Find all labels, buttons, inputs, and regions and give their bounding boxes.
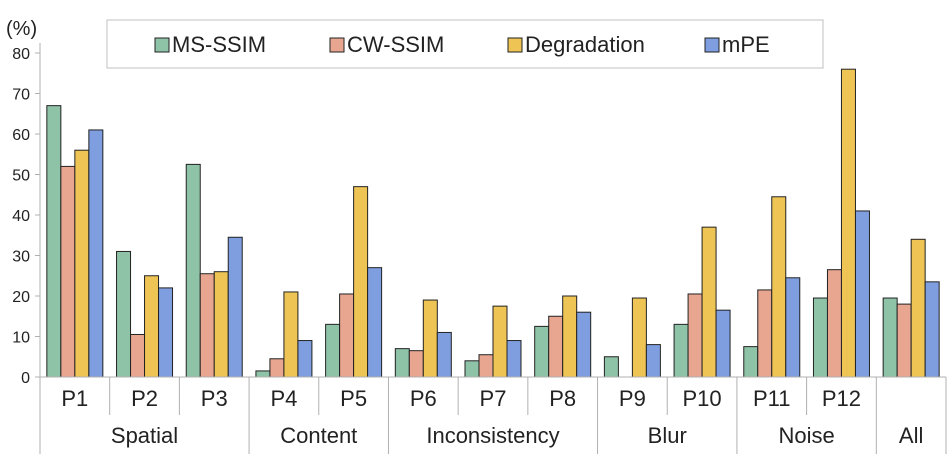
bar-degradation-p6 [422,299,438,378]
x-category-label: P4 [270,386,297,411]
y-tick-label: 80 [12,46,30,63]
bar-degradation-all [910,238,926,378]
y-tick-label: 30 [12,249,30,266]
axes [39,43,946,378]
bar-ms-ssim-p12 [812,297,828,378]
x-category-label: P7 [480,386,507,411]
legend: MS-SSIM CW-SSIM Degradation mPE [106,19,824,69]
bar-mpe-p10 [715,309,731,378]
bar-cw-ssim-p1 [60,165,76,378]
bar-cw-ssim-p6 [408,350,424,378]
legend-swatch-mpe [704,37,720,53]
y-tick-label: 0 [21,370,30,387]
group-label: Noise [778,423,834,448]
bar-degradation-p2 [144,275,160,378]
bar-cw-ssim-p11 [757,289,773,378]
bar-mpe-p9 [645,344,661,378]
bar-cw-ssim-p10 [687,293,703,378]
legend-label-degradation: Degradation [525,32,645,57]
bar-ms-ssim-p6 [394,348,410,378]
bars [46,68,940,378]
y-tick-label: 70 [12,87,30,104]
legend-swatch-degradation [507,37,523,53]
bar-degradation-p7 [492,305,508,378]
bar-mpe-p3 [227,236,243,378]
bar-cw-ssim-p3 [199,273,215,378]
x-category-label: P10 [682,386,721,411]
bar-cw-ssim-p8 [548,315,564,378]
y-tick-label: 40 [12,208,30,225]
bar-cw-ssim-p2 [130,333,146,378]
x-category-label: P9 [619,386,646,411]
bar-ms-ssim-p2 [116,250,132,378]
x-category-label: P3 [201,386,228,411]
bar-ms-ssim-p8 [534,325,550,378]
bar-mpe-p8 [576,311,592,378]
bar-mpe-p6 [436,331,452,378]
bar-mpe-all [924,281,940,378]
x-category-label: P12 [822,386,861,411]
bar-ms-ssim-p9 [603,356,619,378]
bar-mpe-p11 [785,277,801,378]
group-label: Inconsistency [426,423,559,448]
x-category-label: P8 [549,386,576,411]
bar-ms-ssim-p7 [464,360,480,378]
bar-mpe-p1 [88,129,104,378]
bar-cw-ssim-all [896,303,912,378]
bar-ms-ssim-p11 [743,346,759,378]
legend-swatch-ms-ssim [154,37,170,53]
bar-cw-ssim-p12 [826,269,842,378]
bar-ms-ssim-p5 [325,323,341,378]
group-label: Spatial [111,423,178,448]
y-tick-label: 20 [12,289,30,306]
y-tick-label: 10 [12,330,30,347]
bar-mpe-p12 [854,210,870,378]
group-label: All [899,423,923,448]
bar-degradation-p1 [74,149,90,378]
x-category-label: P5 [340,386,367,411]
legend-box [106,19,824,69]
bar-cw-ssim-p4 [269,358,285,378]
legend-swatch-cw-ssim [329,37,345,53]
bar-degradation-p4 [283,291,299,378]
bar-degradation-p12 [840,68,856,378]
bar-cw-ssim-p7 [478,354,494,378]
y-tick-label: 60 [12,127,30,144]
bar-cw-ssim-p5 [339,293,355,378]
legend-label-mpe: mPE [722,32,770,57]
bar-degradation-p11 [771,196,787,378]
y-tick-label: 50 [12,168,30,185]
x-axis-labels: P1 P2 P3 P4 P5 P6 P7 P8 P9 P10 P11 P12 Spatial Conten… [39,377,947,454]
x-category-label: P1 [61,386,88,411]
bar-degradation-p9 [631,297,647,378]
bar-mpe-p5 [367,267,383,378]
group-label: Content [280,423,357,448]
y-axis-ticks: 0 10 20 30 40 50 60 70 80 [12,46,40,387]
legend-label-cw-ssim: CW-SSIM [347,32,444,57]
bar-ms-ssim-p1 [46,105,62,378]
bar-ms-ssim-p3 [185,163,201,378]
y-unit-label: (%) [6,18,37,40]
group-label: Blur [648,423,687,448]
x-category-label: P6 [410,386,437,411]
bar-degradation-p5 [353,186,369,378]
bar-mpe-p7 [506,340,522,378]
bar-degradation-p8 [562,295,578,378]
bar-ms-ssim-p10 [673,323,689,378]
bar-ms-ssim-p4 [255,370,271,378]
x-category-label: P2 [131,386,158,411]
bar-degradation-p10 [701,226,717,378]
legend-label-ms-ssim: MS-SSIM [172,32,266,57]
bar-degradation-p3 [213,271,229,378]
bar-ms-ssim-all [882,297,898,378]
bar-mpe-p2 [158,287,174,378]
x-category-label: P11 [753,386,791,411]
bar-mpe-p4 [297,340,313,378]
